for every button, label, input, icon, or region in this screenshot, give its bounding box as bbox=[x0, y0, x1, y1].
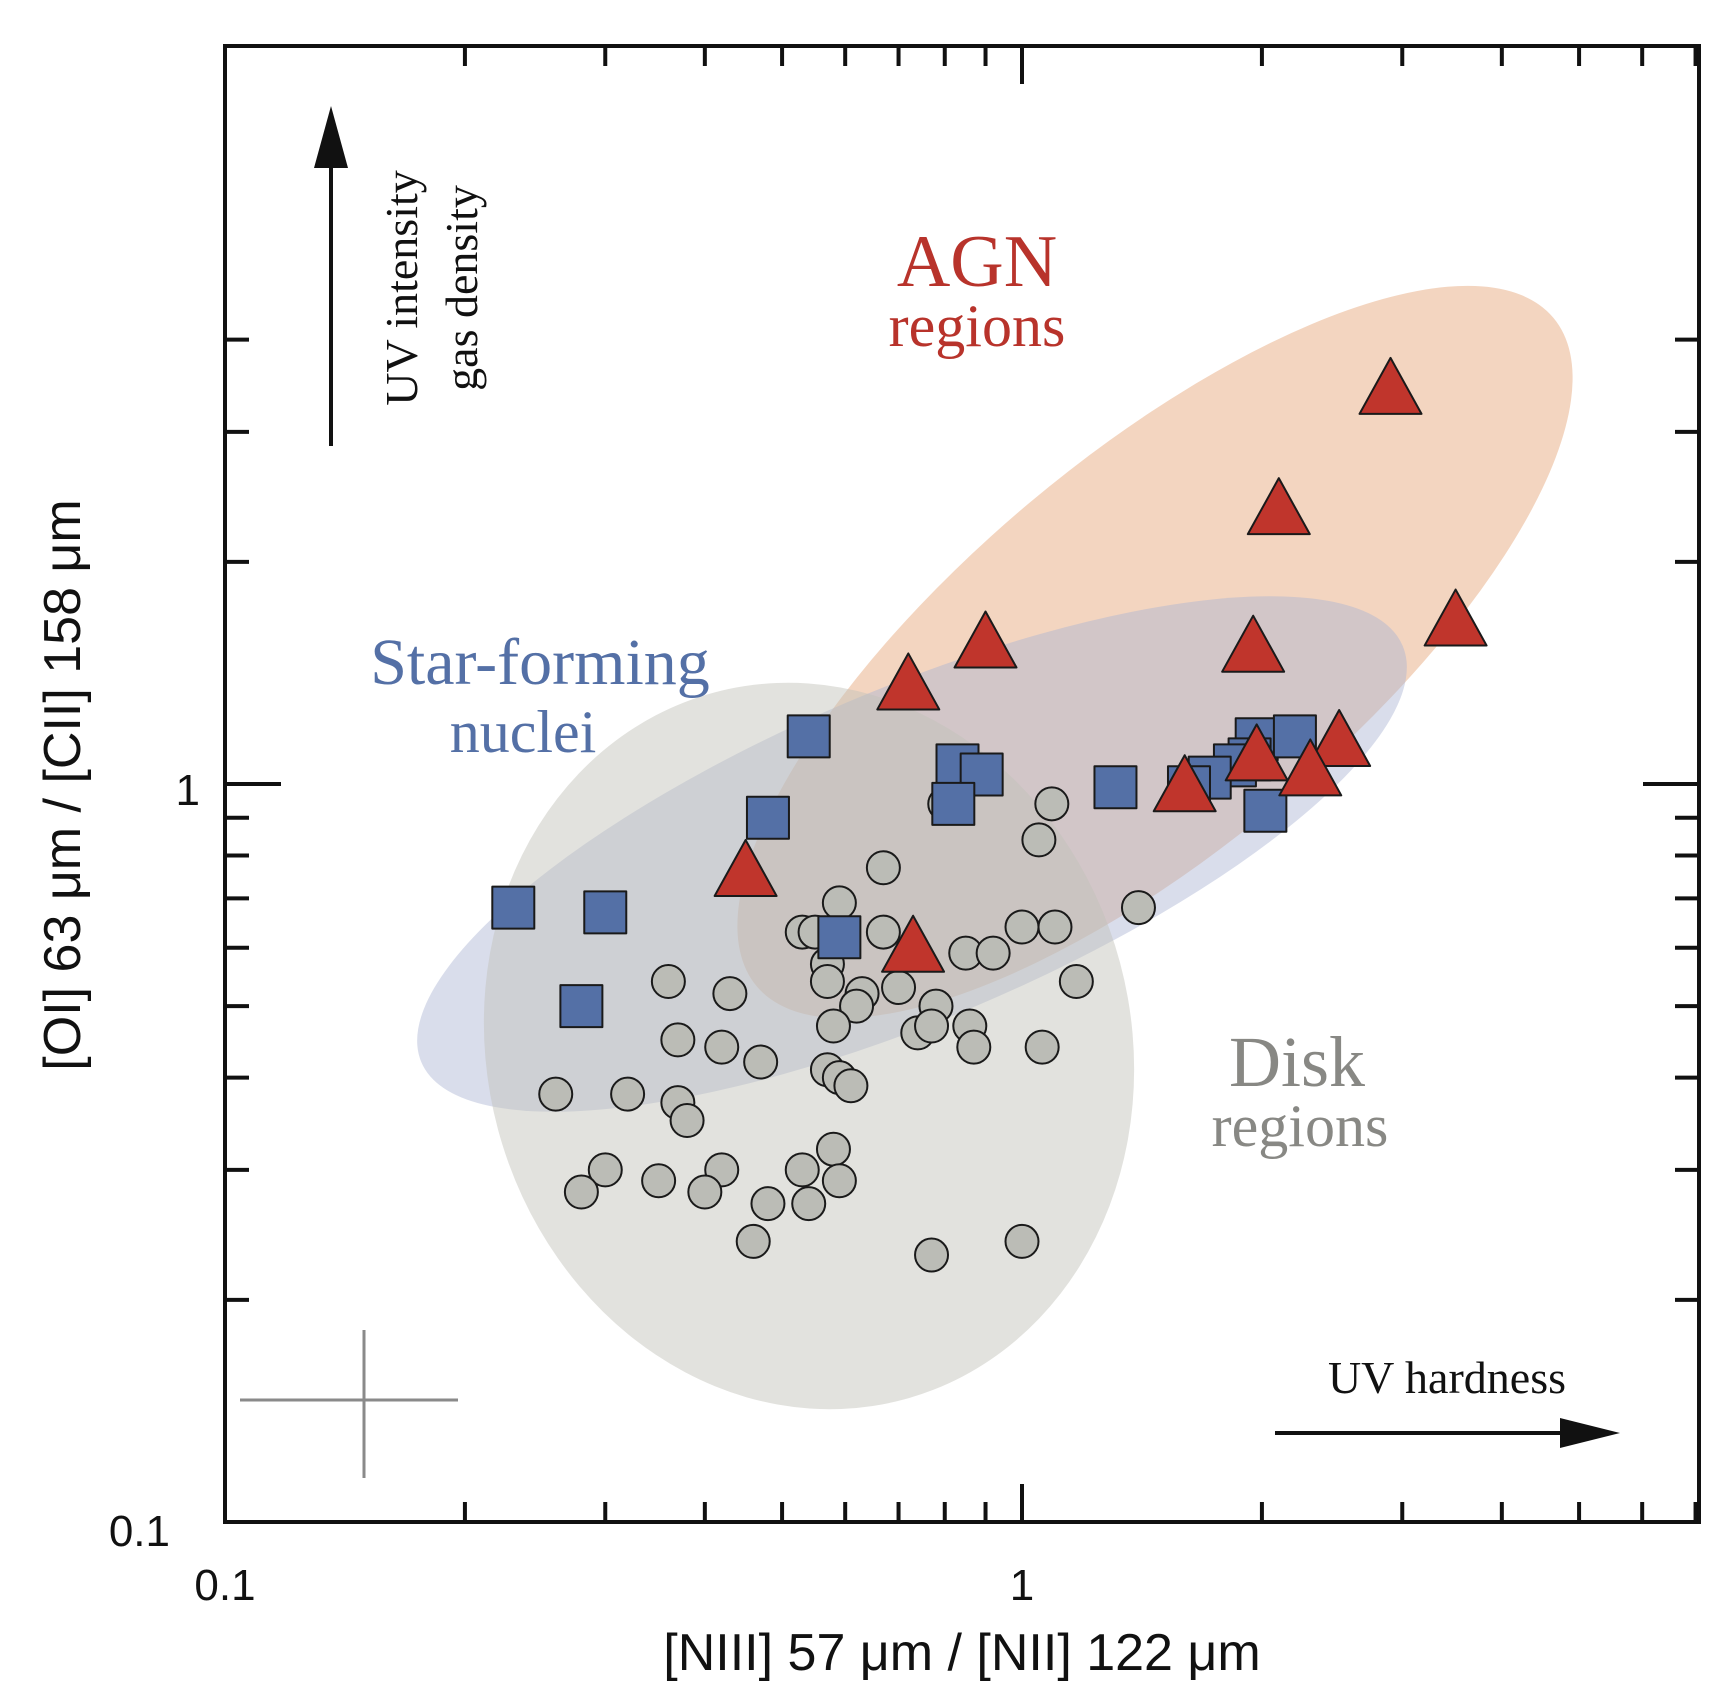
disk-region-point bbox=[865, 914, 901, 950]
disk-region-point bbox=[956, 1029, 992, 1065]
x-tick-labels: 0.1 1 bbox=[194, 1561, 1034, 1610]
disk-region-point bbox=[1021, 822, 1057, 858]
disk-region-point bbox=[1120, 890, 1156, 926]
right-arrow-head-icon bbox=[1560, 1418, 1620, 1448]
disk-region-point bbox=[743, 1044, 779, 1080]
agn-region-point bbox=[953, 610, 1018, 669]
disk-region-point bbox=[815, 1131, 851, 1167]
disk-region-point bbox=[833, 1068, 869, 1104]
agn-region-point bbox=[1278, 738, 1343, 797]
agn-region-ellipse bbox=[737, 285, 1573, 1019]
disk-region-point bbox=[784, 1152, 820, 1188]
disk-region-point bbox=[1024, 1029, 1060, 1065]
sf-region-label-line1: Star-forming bbox=[370, 626, 710, 699]
y-tick-labels: 1 0.1 bbox=[109, 766, 200, 1556]
disk-region-point bbox=[865, 850, 901, 886]
agn-region-point bbox=[1224, 723, 1289, 782]
disk-region-point bbox=[791, 1186, 827, 1222]
disk-region-point bbox=[815, 1008, 851, 1044]
disk-region-point bbox=[735, 1223, 771, 1259]
agn-region-point bbox=[1423, 588, 1488, 647]
uv-intensity-annotation: UV intensity gas density bbox=[314, 106, 487, 446]
disk-region-point bbox=[1034, 786, 1070, 822]
uv-hardness-annotation: UV hardness bbox=[1275, 1352, 1620, 1448]
disk-region-point bbox=[704, 1029, 740, 1065]
agn-region-point bbox=[1246, 477, 1311, 536]
disk-region-label-line1: Disk bbox=[1229, 1022, 1365, 1102]
disk-region-point bbox=[809, 963, 845, 999]
star-forming-nucleus-point bbox=[786, 714, 831, 759]
disk-region-point bbox=[821, 885, 857, 921]
x-axis-title: [NIII] 57 μm / [NII] 122 μm bbox=[663, 1624, 1260, 1682]
disk-region-ellipse bbox=[483, 682, 1135, 1410]
disk-region-point bbox=[1037, 909, 1073, 945]
disk-region-point bbox=[712, 976, 748, 1012]
disk-region-point bbox=[650, 963, 686, 999]
disk-region-point bbox=[587, 1152, 623, 1188]
star-forming-nucleus-point bbox=[817, 915, 862, 960]
agn-region-point bbox=[713, 838, 778, 897]
y-tick-label-0.1: 0.1 bbox=[109, 1507, 170, 1556]
star-forming-nucleus-point bbox=[745, 795, 790, 840]
agn-region-point bbox=[1307, 709, 1372, 768]
disk-region-point bbox=[538, 1076, 574, 1112]
star-forming-nucleus-point bbox=[1272, 714, 1317, 759]
disk-region-point bbox=[641, 1163, 677, 1199]
disk-region-point bbox=[660, 1022, 696, 1058]
star-forming-nucleus-point bbox=[559, 984, 604, 1029]
x-tick-label-1: 1 bbox=[1010, 1561, 1034, 1610]
region-labels: AGN regions Star-forming nuclei Disk reg… bbox=[370, 221, 1388, 1159]
axis-ticks bbox=[225, 46, 1699, 1522]
data-points bbox=[491, 356, 1488, 1273]
disk-region-point bbox=[1004, 1223, 1040, 1259]
disk-region-point bbox=[1004, 909, 1040, 945]
agn-region-point bbox=[1221, 614, 1286, 673]
agn-region-point bbox=[876, 652, 941, 711]
disk-region-point bbox=[563, 1174, 599, 1210]
agn-region-label-line2: regions bbox=[889, 293, 1066, 359]
uv-hardness-label: UV hardness bbox=[1328, 1352, 1566, 1403]
disk-region-point bbox=[610, 1076, 646, 1112]
agn-region-point bbox=[1152, 754, 1217, 813]
disk-region-point bbox=[975, 935, 1011, 971]
disk-region-point bbox=[914, 1008, 950, 1044]
up-arrow-head-icon bbox=[314, 106, 348, 168]
region-layer bbox=[417, 285, 1573, 1410]
sf-region-label-line2: nuclei bbox=[450, 699, 597, 765]
disk-region-point bbox=[881, 969, 917, 1005]
star-forming-nucleus-point bbox=[931, 781, 976, 826]
star-forming-nucleus-point bbox=[1243, 788, 1288, 833]
y-tick-label-1: 1 bbox=[176, 766, 200, 815]
star-forming-nucleus-point bbox=[1093, 765, 1138, 810]
disk-region-point bbox=[687, 1174, 723, 1210]
disk-region-label-line2: regions bbox=[1212, 1093, 1389, 1159]
gas-density-label: gas density bbox=[436, 185, 487, 391]
disk-region-point bbox=[821, 1163, 857, 1199]
disk-region-point bbox=[750, 1186, 786, 1222]
x-tick-label-0.1: 0.1 bbox=[194, 1561, 255, 1610]
agn-region-point bbox=[881, 914, 946, 973]
agn-region-point bbox=[1358, 356, 1423, 415]
disk-region-point bbox=[839, 988, 875, 1024]
uv-intensity-label: UV intensity bbox=[376, 170, 427, 406]
disk-region-point bbox=[914, 1237, 950, 1273]
star-forming-nucleus-point bbox=[583, 890, 628, 935]
y-axis-title: [OI] 63 μm / [CII] 158 μm bbox=[34, 499, 92, 1070]
disk-region-point bbox=[669, 1102, 705, 1138]
agn-region-label-line1: AGN bbox=[897, 221, 1057, 303]
error-bar bbox=[240, 1330, 458, 1478]
star-forming-nucleus-point bbox=[491, 885, 536, 930]
disk-region-point bbox=[1058, 963, 1094, 999]
